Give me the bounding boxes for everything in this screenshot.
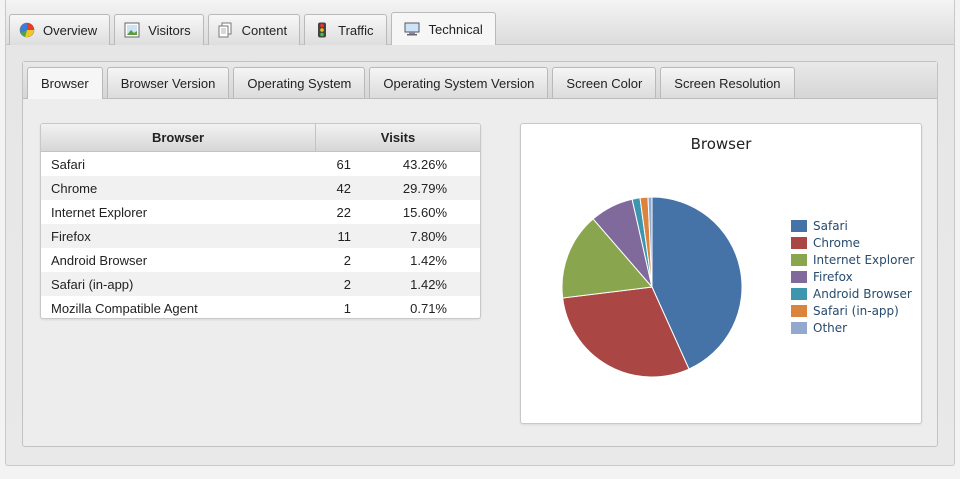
legend-label: Internet Explorer [813, 252, 915, 267]
legend-item-safari-in-app[interactable]: Safari (in-app) [791, 302, 914, 319]
tab-content[interactable]: Content [207, 14, 301, 45]
documents-icon [217, 22, 234, 39]
legend-swatch [791, 236, 807, 249]
legend-label: Other [813, 320, 848, 335]
visit-count-cell: 11 [337, 228, 352, 244]
chart-legend: Safari Chrome Internet Explorer Firefox Andr… [791, 217, 914, 336]
legend-item-safari[interactable]: Safari [791, 217, 914, 234]
browser-name-cell: Mozilla Compatible Agent [51, 300, 198, 316]
visit-percent-cell: 0.71% [410, 300, 447, 316]
visit-percent-cell: 29.79% [402, 180, 447, 196]
legend-swatch [791, 304, 807, 317]
main-tabs: Overview Visitors Content Traffic Technical [9, 12, 500, 45]
tab-overview[interactable]: Overview [9, 14, 111, 45]
subtab-browser-version[interactable]: Browser Version [106, 67, 230, 98]
legend-swatch [791, 321, 807, 334]
pie-slice-chrome[interactable] [562, 286, 690, 378]
browser-table: Browser Visits Safari 61 43.26% Chrome 42 29.… [40, 123, 481, 319]
pie-svg [561, 196, 743, 378]
legend-label: Chrome [813, 235, 861, 250]
table-row: Firefox 11 7.80% [41, 224, 480, 248]
legend-label: Firefox [813, 269, 853, 284]
browser-name-cell: Firefox [51, 228, 91, 244]
visit-percent-cell: 15.60% [402, 204, 447, 220]
subtab-screen-resolution[interactable]: Screen Resolution [660, 67, 795, 98]
monitor-icon [404, 21, 421, 38]
subtab-operating-system[interactable]: Operating System [233, 67, 366, 98]
sub-tabs: Browser Browser Version Operating System Op… [27, 67, 799, 99]
browser-name-cell: Safari [51, 156, 85, 172]
table-header: Browser Visits [41, 124, 480, 152]
image-icon [123, 22, 140, 39]
tab-visitors[interactable]: Visitors [114, 14, 204, 45]
traffic-light-icon [313, 22, 330, 39]
legend-swatch [791, 253, 807, 266]
subtab-screen-color[interactable]: Screen Color [552, 67, 657, 98]
chart-title: Browser [690, 135, 752, 153]
tab-label: Visitors [148, 22, 191, 38]
legend-swatch [791, 270, 807, 283]
table-row: Android Browser 2 1.42% [41, 248, 480, 272]
browser-name-cell: Android Browser [51, 252, 148, 268]
tab-label: Technical [428, 21, 483, 37]
visit-percent-cell: 1.42% [410, 252, 447, 268]
visit-count-cell: 2 [343, 252, 351, 268]
visit-count-cell: 22 [336, 204, 351, 220]
legend-label: Safari (in-app) [813, 303, 899, 318]
browser-pie-chart: Browser Safari Chrome Internet Explorer Fir… [520, 123, 922, 424]
subtab-operating-system-version[interactable]: Operating System Version [369, 67, 549, 98]
legend-item-firefox[interactable]: Firefox [791, 268, 914, 285]
visit-count-cell: 42 [336, 180, 351, 196]
tab-label: Content [241, 22, 288, 38]
pie-slice-internet-explorer[interactable] [561, 218, 653, 299]
legend-swatch [791, 287, 807, 300]
tab-traffic[interactable]: Traffic [304, 14, 387, 45]
pie-slice-other[interactable] [647, 196, 653, 288]
table-row: Mozilla Compatible Agent 1 0.71% [41, 296, 480, 318]
column-header-visits[interactable]: Visits [380, 130, 416, 145]
legend-label: Android Browser [813, 286, 912, 301]
legend-label: Safari [813, 218, 848, 233]
technical-panel: Browser Browser Version Operating System Op… [22, 61, 938, 447]
legend-swatch [791, 219, 807, 232]
legend-item-android-browser[interactable]: Android Browser [791, 285, 914, 302]
table-body: Safari 61 43.26% Chrome 42 29.79% Internet Exp… [41, 152, 480, 318]
legend-item-other[interactable]: Other [791, 319, 914, 336]
tab-label: Overview [43, 22, 98, 38]
pie-slice-safari[interactable] [651, 196, 743, 370]
visit-count-cell: 1 [343, 300, 351, 316]
table-row: Safari (in-app) 2 1.42% [41, 272, 480, 296]
visit-percent-cell: 43.26% [402, 156, 447, 172]
visit-count-cell: 2 [343, 276, 351, 292]
browser-name-cell: Safari (in-app) [51, 276, 134, 292]
column-header-browser[interactable]: Browser [41, 124, 316, 151]
visit-percent-cell: 7.80% [410, 228, 447, 244]
visit-percent-cell: 1.42% [410, 276, 447, 292]
subtab-browser[interactable]: Browser [27, 67, 103, 99]
legend-item-chrome[interactable]: Chrome [791, 234, 914, 251]
browser-name-cell: Chrome [51, 180, 98, 196]
table-row: Internet Explorer 22 15.60% [41, 200, 480, 224]
table-row: Safari 61 43.26% [41, 152, 480, 176]
legend-item-internet-explorer[interactable]: Internet Explorer [791, 251, 914, 268]
pie-chart-icon [18, 22, 35, 39]
tab-technical[interactable]: Technical [390, 12, 496, 45]
tab-label: Traffic [338, 22, 374, 38]
visit-count-cell: 61 [336, 156, 351, 172]
table-row: Chrome 42 29.79% [41, 176, 480, 200]
browser-name-cell: Internet Explorer [51, 204, 148, 220]
